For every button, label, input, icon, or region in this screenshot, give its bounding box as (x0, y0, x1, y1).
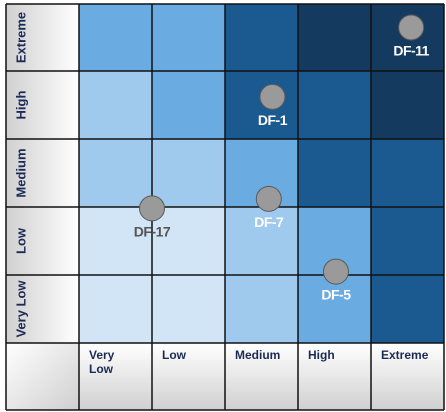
impact-label-line: Very (89, 348, 115, 362)
grid-lines (5, 3, 445, 411)
matrix-cells (79, 4, 444, 343)
corner-cell (6, 343, 79, 410)
matrix-cell (371, 275, 444, 343)
likelihood-label-cell (6, 71, 79, 139)
impact-label-cell (371, 343, 444, 410)
matrix-cell (152, 71, 225, 139)
risk-label: DF-11 (393, 42, 429, 58)
impact-label-cell (152, 343, 225, 410)
impact-label-medium: Medium (235, 348, 280, 362)
impact-label-cell (79, 343, 152, 410)
impact-label-cell (298, 343, 371, 410)
risk-marker-df-11[interactable]: DF-11 (393, 14, 430, 59)
risk-label: DF-7 (254, 214, 284, 230)
matrix-cell (298, 4, 371, 71)
risk-marker-df-1[interactable]: DF-1 (258, 83, 288, 128)
matrix-cell (298, 71, 371, 139)
likelihood-label-low: Low (13, 227, 28, 254)
risk-dot[interactable] (322, 258, 349, 285)
likelihood-label-cell (6, 207, 79, 275)
matrix-cell (152, 139, 225, 207)
risk-label: DF-17 (134, 223, 171, 239)
matrix-cell (225, 71, 298, 139)
matrix-cell (79, 139, 152, 207)
impact-label-line: Extreme (381, 348, 429, 362)
impact-label-high: High (308, 348, 335, 362)
risk-label: DF-1 (258, 112, 288, 128)
matrix-cell (298, 139, 371, 207)
risk-dot[interactable] (255, 185, 282, 212)
matrix-cell (225, 275, 298, 343)
risk-marker-df-17[interactable]: DF-17 (134, 195, 171, 240)
matrix-cell (371, 139, 444, 207)
matrix-cell (225, 207, 298, 275)
risk-dot[interactable] (259, 83, 286, 110)
risk-markers: DF-11 DF-1 DF-7 DF-17 DF-5 (134, 14, 430, 303)
impact-label-line: Low (89, 362, 114, 376)
matrix-cell (79, 275, 152, 343)
impact-label-line: Medium (235, 348, 280, 362)
matrix-cell (152, 275, 225, 343)
matrix-cell (371, 207, 444, 275)
likelihood-label-cell (6, 139, 79, 207)
impact-label-low: Low (162, 348, 187, 362)
matrix-cell (152, 207, 225, 275)
impact-label-very-low: Very Low (89, 348, 115, 376)
impact-label-extreme: Extreme (381, 348, 429, 362)
risk-marker-df-5[interactable]: DF-5 (321, 258, 352, 303)
impact-label-line: High (308, 348, 335, 362)
matrix-cell (225, 4, 298, 71)
risk-dot[interactable] (398, 14, 425, 41)
matrix-cell (79, 4, 152, 71)
risk-dot[interactable] (139, 195, 165, 222)
matrix-cell (79, 207, 152, 275)
matrix-cell (79, 71, 152, 139)
likelihood-label-cell (6, 275, 79, 343)
matrix-cell (298, 275, 371, 343)
likelihood-label-high: High (13, 91, 28, 120)
risk-label: DF-5 (321, 287, 351, 303)
impact-label-cell (225, 343, 298, 410)
risk-marker-df-7[interactable]: DF-7 (254, 185, 285, 230)
likelihood-label-cell (6, 4, 79, 71)
likelihood-label-medium: Medium (13, 148, 28, 197)
likelihood-labels: Extreme High Medium Low Very Low (6, 4, 79, 343)
likelihood-label-extreme: Extreme (13, 12, 28, 63)
likelihood-label-very-low: Very Low (13, 280, 28, 338)
impact-label-line: Low (162, 348, 187, 362)
matrix-cell (371, 71, 444, 139)
matrix-cell (152, 4, 225, 71)
